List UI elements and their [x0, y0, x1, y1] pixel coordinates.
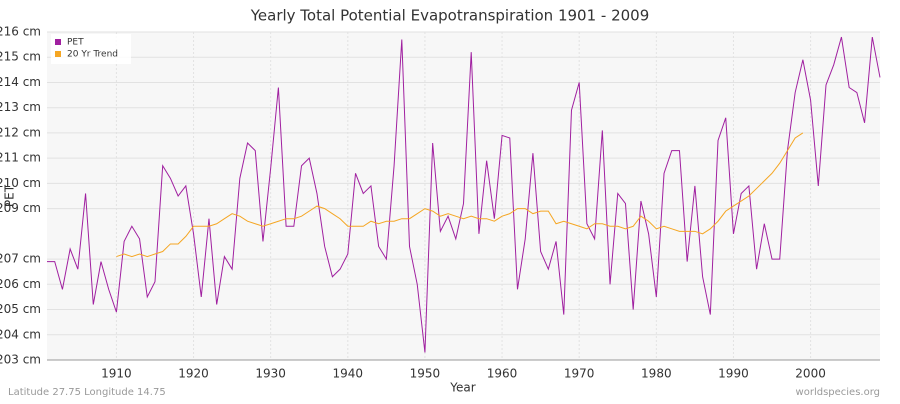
y-tick-label: 211 cm — [0, 151, 41, 165]
legend-label: 20 Yr Trend — [67, 50, 118, 60]
footer-right: worldspecies.org — [796, 387, 880, 398]
x-tick-label: 2000 — [795, 367, 826, 381]
x-tick-label: 1940 — [333, 367, 364, 381]
x-tick-label: 1960 — [487, 367, 518, 381]
footer-left: Latitude 27.75 Longitude 14.75 — [8, 387, 166, 398]
y-tick-label: 212 cm — [0, 125, 41, 139]
y-tick-label: 213 cm — [0, 100, 41, 114]
y-tick-label: 204 cm — [0, 327, 41, 341]
x-tick-label: 1950 — [410, 367, 441, 381]
legend-box — [51, 34, 131, 64]
chart-title: Yearly Total Potential Evapotranspiratio… — [250, 7, 650, 25]
y-tick-label: 203 cm — [0, 353, 41, 367]
y-tick-label: 216 cm — [0, 25, 41, 39]
legend-swatch — [55, 39, 61, 45]
x-axis-label: Year — [449, 381, 475, 395]
legend-swatch — [55, 51, 61, 57]
y-tick-label: 214 cm — [0, 75, 41, 89]
y-tick-label: 207 cm — [0, 252, 41, 266]
x-tick-label: 1970 — [564, 367, 595, 381]
x-tick-label: 1920 — [178, 367, 209, 381]
y-axis-label: PET — [3, 184, 17, 207]
y-tick-label: 215 cm — [0, 50, 41, 64]
x-tick-label: 1930 — [255, 367, 286, 381]
x-tick-label: 1910 — [101, 367, 132, 381]
legend-label: PET — [67, 38, 84, 48]
y-tick-label: 205 cm — [0, 302, 41, 316]
x-tick-label: 1990 — [718, 367, 749, 381]
y-tick-label: 209 cm — [0, 201, 41, 215]
x-tick-label: 1980 — [641, 367, 672, 381]
series-line — [116, 132, 804, 258]
series-line — [47, 36, 881, 353]
y-tick-label: 210 cm — [0, 176, 41, 190]
y-tick-label: 206 cm — [0, 277, 41, 291]
